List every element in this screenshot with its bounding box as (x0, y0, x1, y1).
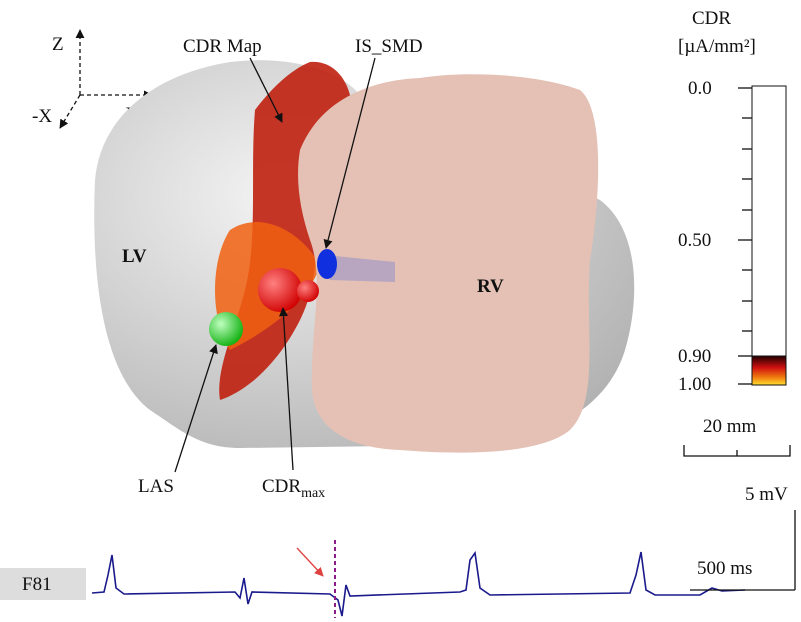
figure: Z Y -X CDR Map IS_SMD LV RV LAS CDRmax C… (0, 0, 801, 622)
cdr-max-main: CDR (262, 476, 301, 497)
colorbar-tick: 0.50 (678, 230, 711, 251)
label-rv: RV (477, 276, 504, 297)
colorbar-title: CDR (692, 8, 731, 29)
colorbar-tick: 0.0 (688, 78, 712, 99)
label-cdr-map: CDR Map (183, 36, 262, 57)
label-lv: LV (122, 246, 147, 267)
label-is-smd: IS_SMD (355, 36, 423, 57)
heart-model (94, 60, 634, 452)
cdr-max-sub: max (301, 486, 325, 501)
ecg: F81 5 mV 500 ms (0, 484, 795, 618)
time-scale: 500 ms (697, 558, 752, 579)
scale-bar-label: 20 mm (703, 416, 757, 437)
amplitude-scale: 5 mV (745, 484, 788, 505)
axis-z: Z (52, 34, 64, 55)
colorbar: CDR [µA/mm²] 0.0 0.50 0.90 1.00 (678, 8, 786, 395)
colorbar-tick: 0.90 (678, 346, 711, 367)
label-las: LAS (138, 476, 174, 497)
colorbar-unit: [µA/mm²] (678, 36, 756, 57)
lead-label: F81 (22, 574, 52, 595)
label-cdr-max: CDRmax (262, 476, 325, 501)
colorbar-tick: 1.00 (678, 374, 711, 395)
axis-x: -X (32, 106, 52, 127)
colorbar-ticks (738, 88, 752, 384)
